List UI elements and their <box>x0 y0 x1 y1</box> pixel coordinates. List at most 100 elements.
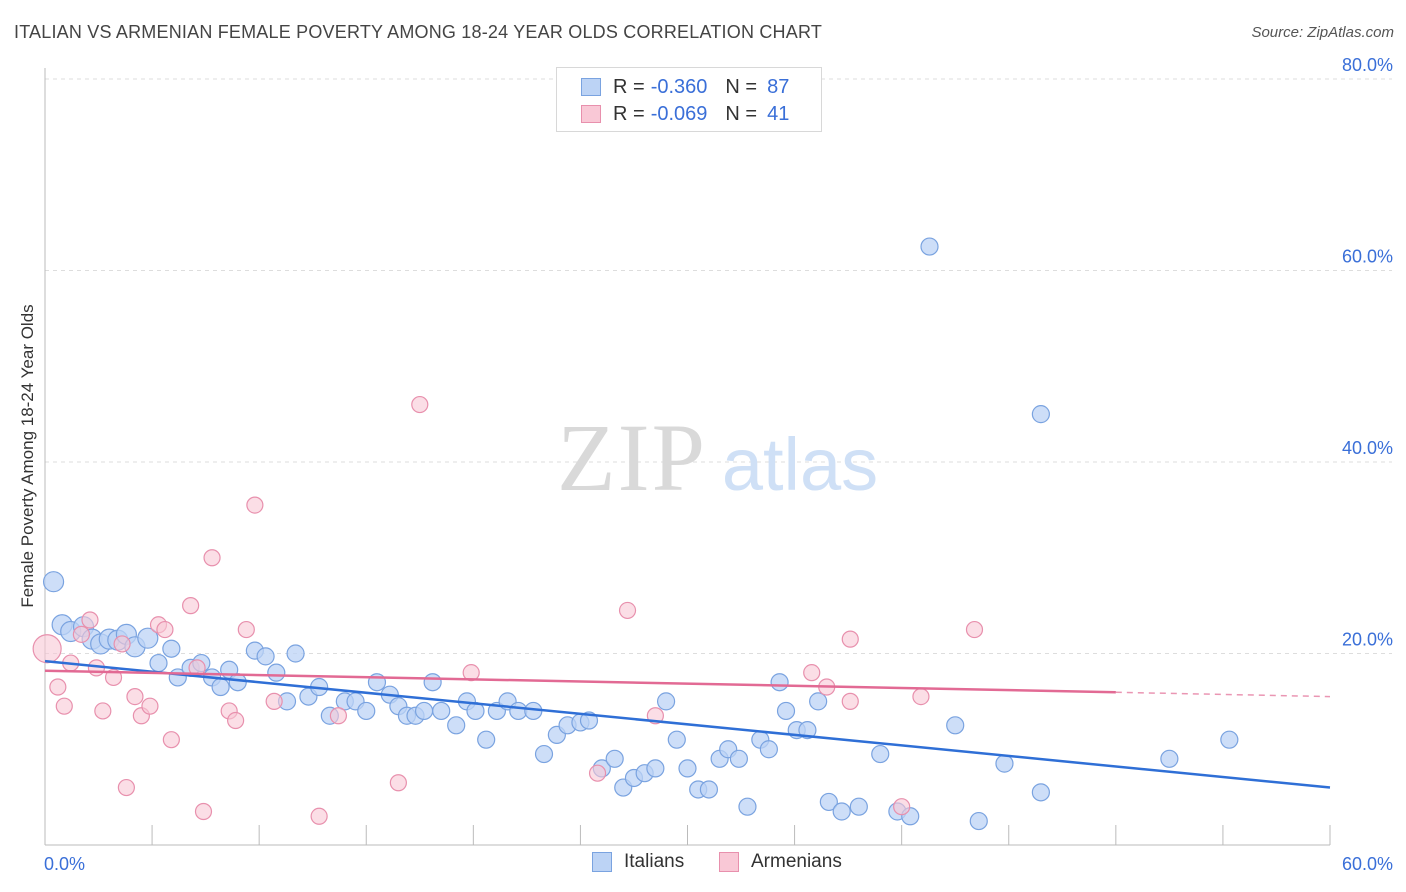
italians-point <box>1160 749 1179 768</box>
watermark-zip: ZIP <box>557 404 707 511</box>
armenians-point <box>72 625 91 643</box>
italians-point <box>477 730 496 749</box>
armenians-point <box>49 678 67 696</box>
italians-point <box>699 780 719 799</box>
armenians-point <box>618 601 637 620</box>
armenians-point <box>462 664 480 682</box>
watermark-atlas: atlas <box>722 423 878 506</box>
italians-n-value: 87 <box>767 75 790 98</box>
italians-point <box>149 653 168 673</box>
armenians-point <box>94 702 112 720</box>
armenians-point <box>203 549 221 567</box>
armenians-point <box>411 395 429 414</box>
italians-point <box>447 716 466 735</box>
italians-point <box>969 811 988 831</box>
armenians-point <box>588 764 607 782</box>
italians-point <box>42 571 65 593</box>
armenians-point <box>310 807 328 825</box>
italians-point <box>819 792 838 812</box>
armenians-point <box>841 630 859 648</box>
italians-point <box>432 701 451 721</box>
series-legend: Italians Armenians <box>0 851 1406 877</box>
armenians-point <box>227 711 245 730</box>
italians-point <box>267 663 286 682</box>
italians-point <box>995 754 1014 773</box>
armenians-trendline <box>44 669 1116 694</box>
italians-point <box>729 749 749 768</box>
x-tick-label-min: 0.0% <box>44 854 85 874</box>
legend-item-italians[interactable]: Italians <box>592 851 684 873</box>
italians-point <box>946 716 965 735</box>
italians-point <box>920 237 939 256</box>
armenians-point <box>841 692 859 710</box>
italians-point <box>646 759 665 778</box>
italians-swatch <box>581 78 601 96</box>
italians-point <box>667 730 686 749</box>
armenians-point <box>126 687 144 706</box>
armenians-point <box>246 496 264 514</box>
italians-point <box>605 749 624 768</box>
legend-item-armenians[interactable]: Armenians <box>719 851 842 873</box>
armenians-point <box>893 798 911 816</box>
italians-point <box>211 677 230 697</box>
armenians-point <box>156 620 174 639</box>
italians-point <box>256 647 275 666</box>
italians-point <box>1031 405 1050 424</box>
armenians-point <box>141 697 159 715</box>
italians-point <box>832 802 851 821</box>
armenians-point <box>803 664 821 682</box>
armenians-point <box>182 597 200 615</box>
armenians-point <box>32 634 62 664</box>
armenians-r-value: -0.069 <box>650 102 708 125</box>
italians-point <box>798 720 817 740</box>
legend-row-armenians: R = -0.069 N = 41 <box>581 101 789 127</box>
stats-legend: R = -0.360 N = 87 R = -0.069 N = 41 <box>556 67 822 132</box>
armenians-point <box>912 687 930 706</box>
source-label: Source: ZipAtlas.com <box>1251 24 1394 41</box>
italians-point <box>678 759 697 778</box>
armenians-point <box>162 731 180 749</box>
italians-point <box>809 692 828 711</box>
italians-r-value: -0.360 <box>650 75 708 98</box>
italians-point <box>1220 730 1239 749</box>
legend-row-italians: R = -0.360 N = 87 <box>581 74 789 100</box>
italians-point <box>423 673 442 692</box>
italians-point <box>770 673 789 692</box>
italians-legend-swatch <box>592 852 612 872</box>
y-tick-label: 20.0% <box>1342 630 1393 650</box>
armenians-point <box>194 802 213 821</box>
armenians-r-label: R = <box>613 102 645 125</box>
armenians-point <box>329 707 348 725</box>
armenians-point <box>265 692 283 710</box>
y-tick-label: 40.0% <box>1342 438 1393 458</box>
chart-title: ITALIAN VS ARMENIAN FEMALE POVERTY AMONG… <box>14 22 823 42</box>
armenians-trendline-extension <box>1115 691 1331 698</box>
armenians-legend-swatch <box>719 852 739 872</box>
x-tick-label-max: 60.0% <box>1342 854 1393 874</box>
italians-point <box>228 673 247 692</box>
axes <box>44 68 1331 846</box>
armenians-point <box>55 697 73 715</box>
italians-point <box>357 701 376 721</box>
gridlines <box>45 78 1392 654</box>
armenians-point <box>965 620 984 639</box>
italians-point <box>162 639 181 658</box>
y-tick-label: 60.0% <box>1342 247 1393 267</box>
italians-point <box>738 797 757 816</box>
italians-point <box>656 692 676 711</box>
italians-point <box>776 701 796 721</box>
armenians-point <box>237 620 255 639</box>
armenians-swatch <box>581 105 601 123</box>
armenians-legend-label: Armenians <box>751 851 842 872</box>
armenians-point <box>113 635 131 653</box>
armenians-n-value: 41 <box>767 102 790 125</box>
italians-point <box>1031 783 1050 802</box>
italians-point <box>849 797 868 816</box>
italians-legend-label: Italians <box>624 851 685 872</box>
italians-point <box>871 744 890 764</box>
italians-point <box>137 627 159 649</box>
armenians-n-label: N = <box>725 102 758 125</box>
trendlines <box>44 659 1331 789</box>
italians-r-label: R = <box>613 75 645 98</box>
